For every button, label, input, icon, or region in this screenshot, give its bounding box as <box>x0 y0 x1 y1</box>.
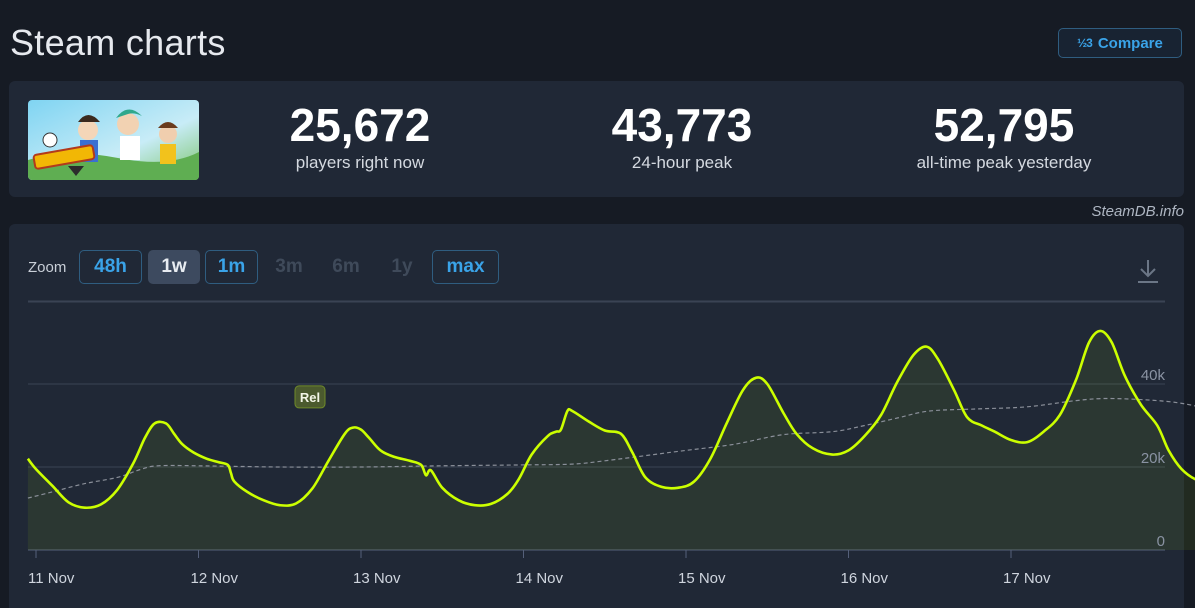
zoom-6m-button[interactable]: 6m <box>332 256 360 277</box>
x-tick-label: 11 Nov <box>28 570 75 587</box>
compare-icon: ½3 <box>1077 36 1093 50</box>
x-tick-label: 17 Nov <box>1003 570 1051 587</box>
chart-panel: Zoom 48h 1w 1m 3m 6m 1y max <box>9 224 1184 608</box>
x-tick-label: 12 Nov <box>191 570 239 587</box>
compare-label: Compare <box>1097 34 1163 52</box>
download-icon[interactable] <box>1136 258 1160 284</box>
page-title: Steam charts <box>10 22 226 63</box>
stat-current: 25,672 players right now <box>200 99 520 173</box>
zoom-1m-button[interactable]: 1m <box>205 250 258 284</box>
zoom-1w-button[interactable]: 1w <box>148 250 200 284</box>
stats-panel: 25,672 players right now 43,773 24-hour … <box>9 81 1184 197</box>
stat-24h-peak: 43,773 24-hour peak <box>522 99 842 173</box>
zoom-label: Zoom <box>28 259 67 276</box>
current-players-label: players right now <box>295 153 425 172</box>
y-tick-label: 0 <box>1157 533 1165 550</box>
peak-24h-label: 24-hour peak <box>631 153 733 172</box>
x-tick-label: 13 Nov <box>353 570 401 587</box>
x-tick-label: 14 Nov <box>516 570 564 587</box>
zoom-3m-button[interactable]: 3m <box>275 256 303 277</box>
zoom-max-button[interactable]: max <box>432 250 499 284</box>
steamdb-watermark[interactable]: SteamDB.info <box>1091 203 1184 220</box>
release-marker <box>294 385 326 409</box>
all-time-peak-value: 52,795 <box>933 99 1075 151</box>
stat-all-time-peak: 52,795 all-time peak yesterday <box>844 99 1164 173</box>
peak-24h-value: 43,773 <box>611 99 753 151</box>
compare-button[interactable]: ½3 Compare <box>1058 28 1182 58</box>
all-time-peak-label: all-time peak yesterday <box>916 153 1092 172</box>
x-tick-label: 15 Nov <box>678 570 726 587</box>
y-tick-label: 20k <box>1141 450 1166 467</box>
release-label: Rel <box>300 390 320 405</box>
players-area <box>27 330 1195 550</box>
zoom-1y-button[interactable]: 1y <box>391 256 413 277</box>
zoom-48h-button[interactable]: 48h <box>79 250 142 284</box>
x-tick-label: 16 Nov <box>841 570 889 587</box>
y-tick-label: 40k <box>1141 367 1166 384</box>
game-cover-image[interactable] <box>28 100 199 180</box>
release-annotation: Rel <box>294 385 326 409</box>
players-series-line <box>26 329 1195 510</box>
current-players-value: 25,672 <box>289 99 431 151</box>
